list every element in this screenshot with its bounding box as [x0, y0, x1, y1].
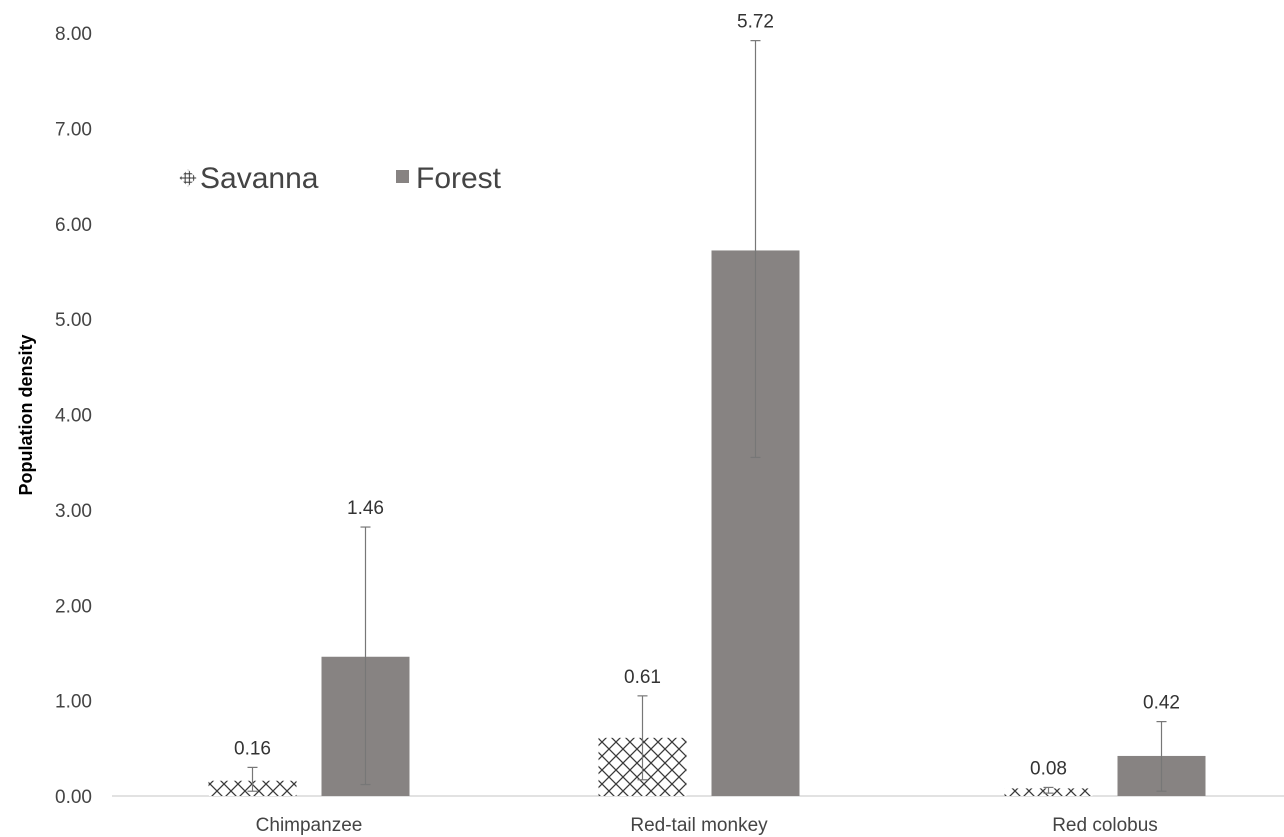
legend-label-forest: Forest	[416, 162, 502, 195]
y-tick-label: 3.00	[55, 501, 92, 522]
data-label: 0.08	[1030, 758, 1067, 779]
category-labels-group: Chimpanzee Red-tail monkey Red colobus	[256, 815, 1158, 836]
legend-item-forest[interactable]: Forest	[396, 162, 502, 195]
y-tick-label: 5.00	[55, 310, 92, 331]
data-label: 0.42	[1143, 693, 1180, 714]
error-bars-group	[247, 40, 1167, 794]
data-label: 0.61	[624, 667, 661, 688]
data-label: 0.16	[234, 738, 271, 759]
value-labels-group: 0.16 1.46 0.61 5.72 0.08 0.42	[234, 12, 1180, 780]
legend-item-savanna[interactable]: Savanna	[179, 162, 319, 195]
y-axis-title: Population density	[16, 334, 36, 495]
y-tick-label: 7.00	[55, 119, 92, 140]
data-label: 1.46	[347, 498, 384, 519]
x-category-label: Red colobus	[1052, 815, 1158, 836]
legend-swatch-forest	[396, 170, 409, 183]
y-tick-label: 0.00	[55, 787, 92, 808]
data-label: 5.72	[737, 12, 774, 33]
bars-group	[208, 250, 1206, 796]
y-tick-label: 6.00	[55, 215, 92, 236]
legend-swatch-savanna	[179, 169, 197, 187]
y-tick-label: 1.00	[55, 692, 92, 713]
x-category-label: Red-tail monkey	[630, 815, 768, 836]
y-tick-label: 2.00	[55, 596, 92, 617]
y-tick-label: 4.00	[55, 406, 92, 427]
x-category-label: Chimpanzee	[256, 815, 363, 836]
y-tick-label: 8.00	[55, 24, 92, 45]
legend-label-savanna: Savanna	[200, 162, 319, 195]
y-axis-ticks: 0.00 1.00 2.00 3.00 4.00 5.00 6.00 7.00 8.00	[55, 24, 92, 808]
legend: Savanna Forest	[179, 162, 502, 195]
